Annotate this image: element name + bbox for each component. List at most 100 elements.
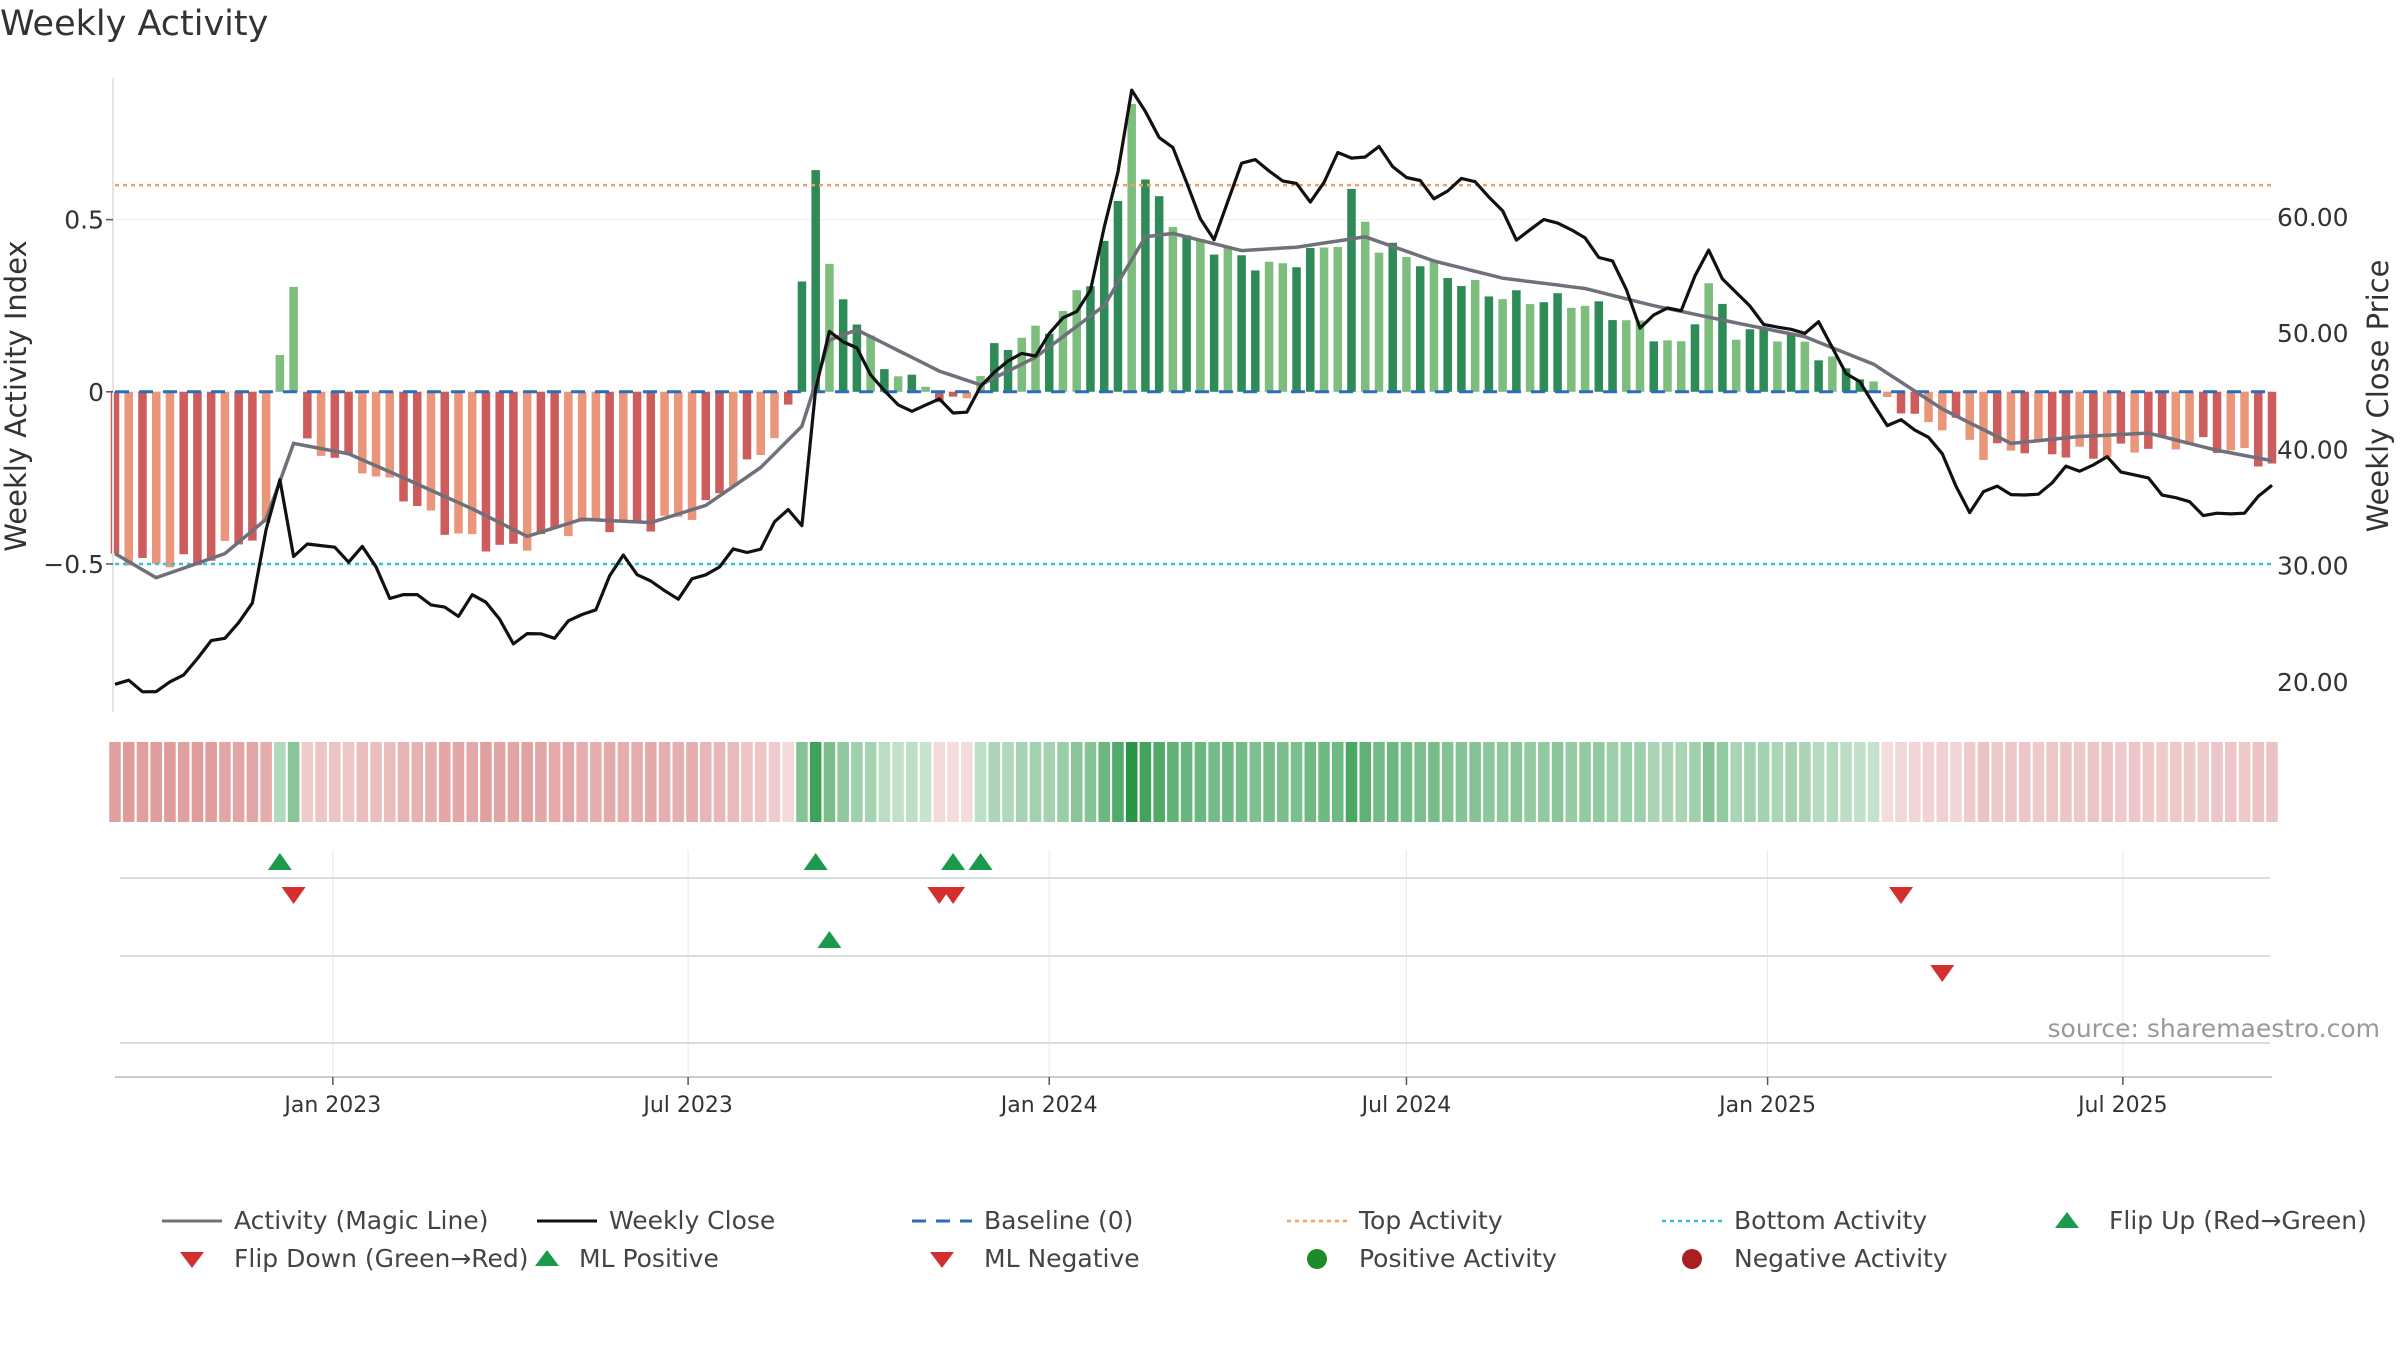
activity-bar xyxy=(962,391,972,399)
heatmap-cell xyxy=(782,742,794,822)
heatmap-cell xyxy=(2073,742,2086,822)
legend-label-bottom-activity: Bottom Activity xyxy=(1734,1206,1928,1235)
heatmap-cell xyxy=(1771,742,1784,822)
heatmap-cell xyxy=(617,742,630,822)
axes: 0.5 0 −0.5 60.00 50.00 40.00 30.00 20.00 Jan 202… xyxy=(0,78,2395,1118)
activity-bar xyxy=(1800,341,1810,392)
activity-bar xyxy=(1676,341,1686,392)
legend-label-flip-down: Flip Down (Green→Red) xyxy=(234,1244,529,1273)
activity-bar xyxy=(1196,239,1205,392)
heatmap-cell xyxy=(246,742,259,822)
activity-bar xyxy=(330,391,340,458)
activity-bar xyxy=(1141,179,1150,392)
activity-bar xyxy=(728,391,738,487)
activity-bar xyxy=(2171,391,2181,450)
activity-bar xyxy=(1223,247,1233,392)
heatmap-cell xyxy=(1593,742,1605,822)
heatmap-cell xyxy=(2018,742,2031,822)
activity-bar xyxy=(124,391,133,566)
activity-bar xyxy=(1608,320,1617,392)
heatmap-cell xyxy=(205,742,217,822)
heatmap-cell xyxy=(480,742,492,822)
heatmap-cell xyxy=(370,742,382,822)
activity-bar xyxy=(921,386,930,392)
activity-bar xyxy=(1869,381,1878,392)
heatmap-cell xyxy=(1702,742,1715,822)
heatmap-cell xyxy=(1263,742,1275,822)
activity-bar xyxy=(2116,391,2126,444)
activity-bar xyxy=(1553,293,1562,392)
activity-bar xyxy=(632,391,642,524)
activity-bar xyxy=(522,391,532,551)
heatmap-cell xyxy=(2032,742,2045,822)
heatmap-cell xyxy=(1043,742,1056,822)
activity-bar xyxy=(660,391,669,516)
activity-bar xyxy=(509,391,518,544)
heatmap-cell xyxy=(122,742,135,822)
heatmap-cell xyxy=(2197,742,2210,822)
activity-bar xyxy=(2047,391,2057,455)
legend-item-weekly-close: Weekly Close xyxy=(535,1206,775,1235)
heatmap-cell xyxy=(1414,742,1426,822)
legend-item-negative-activity: Negative Activity xyxy=(1680,1244,1948,1273)
activity-bar xyxy=(303,391,312,439)
heatmap-cell xyxy=(1290,742,1303,822)
activity-bar xyxy=(1099,240,1109,392)
activity-bar xyxy=(2089,391,2098,459)
down-triangle-icon xyxy=(160,1245,224,1273)
activity-bar xyxy=(358,391,367,474)
legend-label-top-activity: Top Activity xyxy=(1359,1206,1503,1235)
heatmap-cell xyxy=(397,742,410,822)
heatmap-cell xyxy=(1373,742,1385,822)
heatmap-cell xyxy=(1675,742,1687,822)
x-tick-label: Jul 2025 xyxy=(2076,1093,2168,1118)
activity-bar xyxy=(1319,247,1329,392)
activity-bar xyxy=(1443,278,1452,392)
circle-icon xyxy=(1680,1245,1704,1273)
heatmap-cell xyxy=(864,742,877,822)
heatmap-cell xyxy=(1524,742,1536,822)
heatmap-cell xyxy=(1125,742,1138,822)
activity-bar xyxy=(1938,391,1947,431)
heatmap-cell xyxy=(878,742,891,822)
heatmap-cell xyxy=(1455,742,1468,822)
activity-bar xyxy=(1663,340,1672,392)
heatmap-cell xyxy=(2211,742,2223,822)
activity-bar xyxy=(1731,339,1741,392)
activity-bar xyxy=(467,391,477,535)
legend-label-weekly-close: Weekly Close xyxy=(609,1206,776,1235)
heatmap-cell xyxy=(645,742,657,822)
activity-bar xyxy=(1567,307,1576,392)
legend-item-ml-negative: ML Negative xyxy=(930,1244,1140,1273)
activity-bar xyxy=(1580,305,1590,392)
activity-bar xyxy=(935,391,944,403)
activity-bar xyxy=(2185,391,2194,445)
activity-bar xyxy=(1044,333,1054,392)
heatmap-cell xyxy=(727,742,740,822)
up-triangle-icon xyxy=(2035,1207,2099,1235)
activity-bar xyxy=(206,391,216,561)
heatmap-cell xyxy=(287,742,300,822)
heatmap-cell xyxy=(892,742,904,822)
activity-bar xyxy=(1992,391,2002,444)
activity-bar xyxy=(2020,391,2029,454)
activity-bar xyxy=(289,286,298,392)
activity-bar xyxy=(1072,290,1081,392)
heatmap-cell xyxy=(933,742,946,822)
left-axis-title: Weekly Activity Index xyxy=(0,240,33,551)
chart-title: Weekly Activity xyxy=(0,4,269,44)
activity-bar xyxy=(1278,263,1288,392)
heatmap-cell xyxy=(329,742,341,822)
heatmap-cell xyxy=(1167,742,1179,822)
activity-bar xyxy=(1457,286,1466,392)
activity-bar xyxy=(1690,324,1700,392)
heatmap-cell xyxy=(1977,742,1990,822)
activity-bar xyxy=(1745,329,1755,392)
activity-bar xyxy=(385,391,395,478)
heatmap-cell xyxy=(2087,742,2100,822)
heatmap-cell xyxy=(2142,742,2155,822)
activity-bar xyxy=(344,391,353,454)
activity-bar xyxy=(1209,254,1219,392)
heatmap-cell xyxy=(1538,742,1550,822)
heatmap-cell xyxy=(988,742,1001,822)
